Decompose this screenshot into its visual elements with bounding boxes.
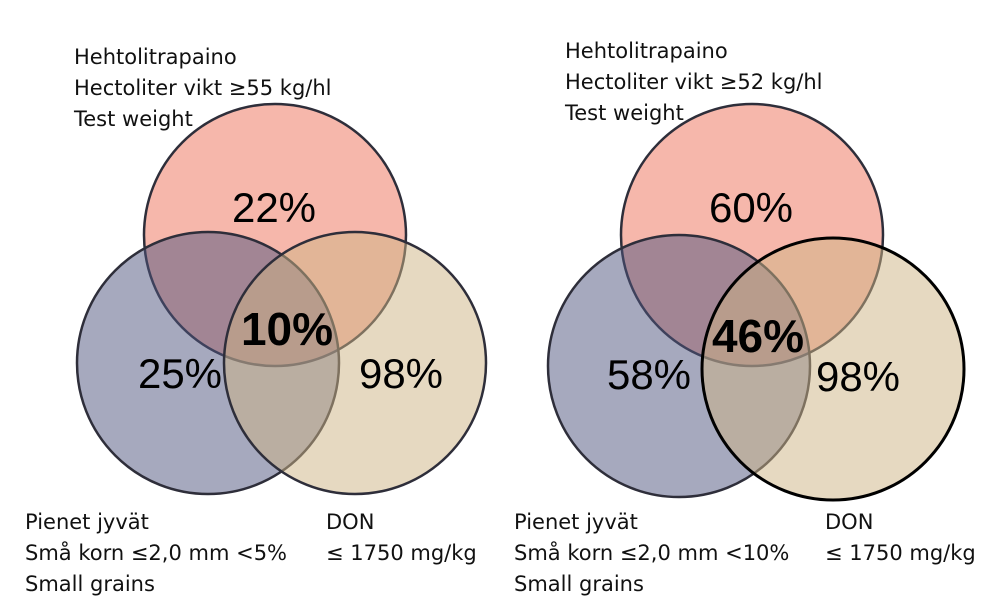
intersection-value-1: 10% (241, 303, 333, 355)
small-grains-value-2: 58% (607, 351, 691, 398)
left-label-line-3-2: Small grains (514, 572, 644, 596)
don-value-2: 98% (816, 353, 900, 400)
left-label-line-1-1: Pienet jyvät (25, 510, 149, 534)
left-label-line-2-2: Små korn ≤2,0 mm <10% (514, 540, 789, 565)
top-label-line-2-1: Hectoliter vikt ≥55 kg/hl (74, 76, 332, 100)
left-label-line-2-1: Små korn ≤2,0 mm <5% (25, 540, 287, 565)
top-label-line-1-1: Hehtolitrapaino (74, 45, 237, 69)
right-label-line-1-1: DON (326, 510, 374, 534)
top-label-line-1-2: Hehtolitrapaino (565, 39, 728, 63)
left-label-line-1-2: Pienet jyvät (514, 510, 638, 534)
venn-diagram-2: 60% 58% 98% 46% Hehtolitrapaino Hectolit… (514, 39, 976, 596)
top-label-line-3-2: Test weight (564, 101, 684, 125)
test-weight-value-1: 22% (232, 184, 316, 231)
venn-diagram-1: 22% 25% 98% 10% Hehtolitrapaino Hectolit… (25, 45, 488, 596)
intersection-value-2: 46% (712, 310, 804, 362)
test-weight-value-2: 60% (709, 184, 793, 231)
don-value-1: 98% (359, 350, 443, 397)
top-label-line-3-1: Test weight (73, 107, 193, 131)
top-label-line-2-2: Hectoliter vikt ≥52 kg/hl (565, 70, 823, 94)
left-label-line-3-1: Small grains (25, 572, 155, 596)
don-circle-2 (700, 236, 966, 502)
right-label-line-2-2: ≤ 1750 mg/kg (825, 541, 976, 565)
right-label-line-1-2: DON (825, 510, 873, 534)
don-circle-1 (222, 230, 488, 496)
small-grains-value-1: 25% (138, 350, 222, 397)
right-label-line-2-1: ≤ 1750 mg/kg (326, 541, 477, 565)
